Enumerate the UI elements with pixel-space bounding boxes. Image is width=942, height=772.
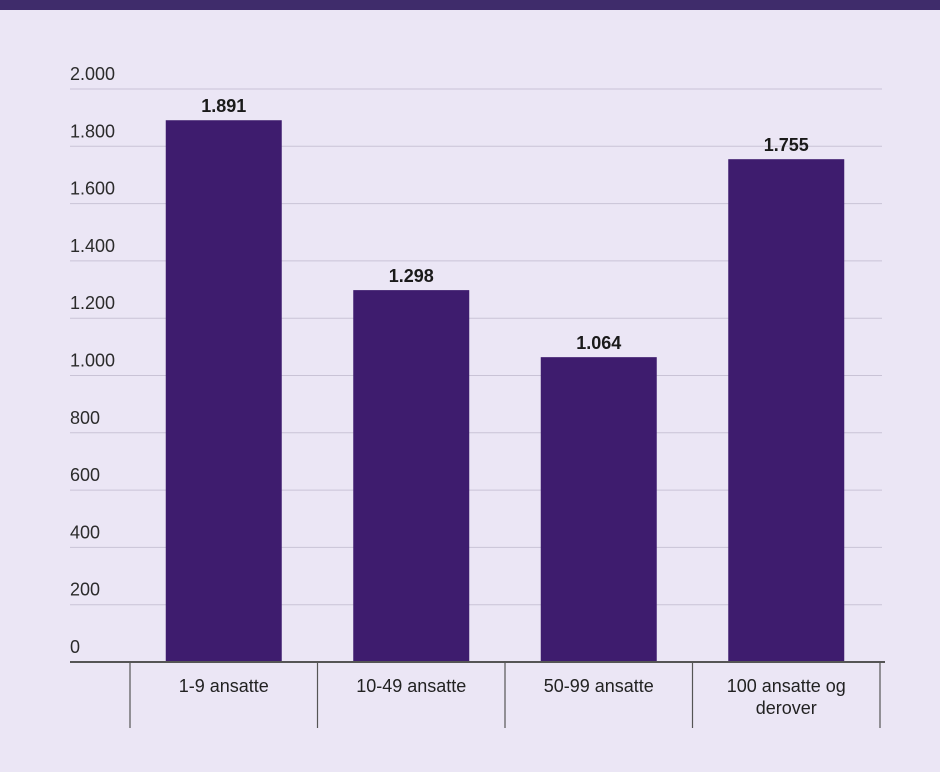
data-labels: 1.891 1.298 1.064 1.755 <box>201 96 809 353</box>
y-tick-label: 1.600 <box>70 179 115 199</box>
y-axis-tick-labels: 0 200 400 600 800 1.000 1.200 1.400 1.600 1.800 2.… <box>70 64 115 657</box>
y-tick-label: 400 <box>70 522 100 542</box>
header-strip <box>0 0 940 10</box>
data-label: 1.891 <box>201 96 246 116</box>
bars <box>165 120 845 662</box>
y-tick-label: 1.200 <box>70 293 115 313</box>
y-tick-label: 2.000 <box>70 64 115 84</box>
x-tick-label: 1-9 ansatte <box>179 676 269 696</box>
y-tick-label: 1.800 <box>70 121 115 141</box>
x-axis-category-labels: 1-9 ansatte 10-49 ansatte 50-99 ansatte 100… <box>179 676 846 718</box>
data-label: 1.298 <box>389 266 434 286</box>
y-tick-label: 200 <box>70 580 100 600</box>
bar <box>353 290 470 662</box>
x-axis <box>70 661 885 728</box>
bar <box>728 159 845 662</box>
bar <box>165 120 282 662</box>
y-tick-label: 600 <box>70 465 100 485</box>
data-label: 1.755 <box>764 135 809 155</box>
x-tick-label: derover <box>756 698 817 718</box>
y-tick-label: 1.000 <box>70 351 115 371</box>
bar <box>540 357 657 662</box>
data-label: 1.064 <box>576 333 621 353</box>
x-tick-label: 50-99 ansatte <box>544 676 654 696</box>
y-tick-label: 800 <box>70 408 100 428</box>
x-tick-label: 10-49 ansatte <box>356 676 466 696</box>
y-tick-label: 0 <box>70 637 80 657</box>
x-tick-label: 100 ansatte og <box>727 676 846 696</box>
y-tick-label: 1.400 <box>70 236 115 256</box>
